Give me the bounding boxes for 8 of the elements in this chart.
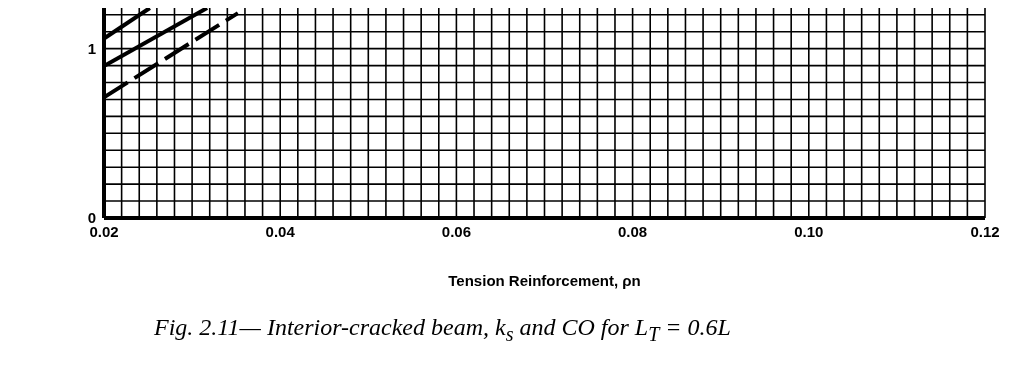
y-tick-label: 1 xyxy=(87,39,96,57)
x-tick-label: 0.06 xyxy=(441,222,471,240)
x-tick-label: 0.12 xyxy=(970,222,1000,240)
x-axis-title: Tension Reinforcement, ρn xyxy=(448,272,641,289)
x-tick-label: 0.10 xyxy=(794,222,824,240)
x-tick-label: 0.04 xyxy=(265,222,296,240)
x-tick-label: 0.08 xyxy=(618,222,648,240)
caption: Fig. 2.11— Interior-cracked beam, k$_{s}$ and CO for L$_{T}$ = 0.6L xyxy=(154,314,732,346)
